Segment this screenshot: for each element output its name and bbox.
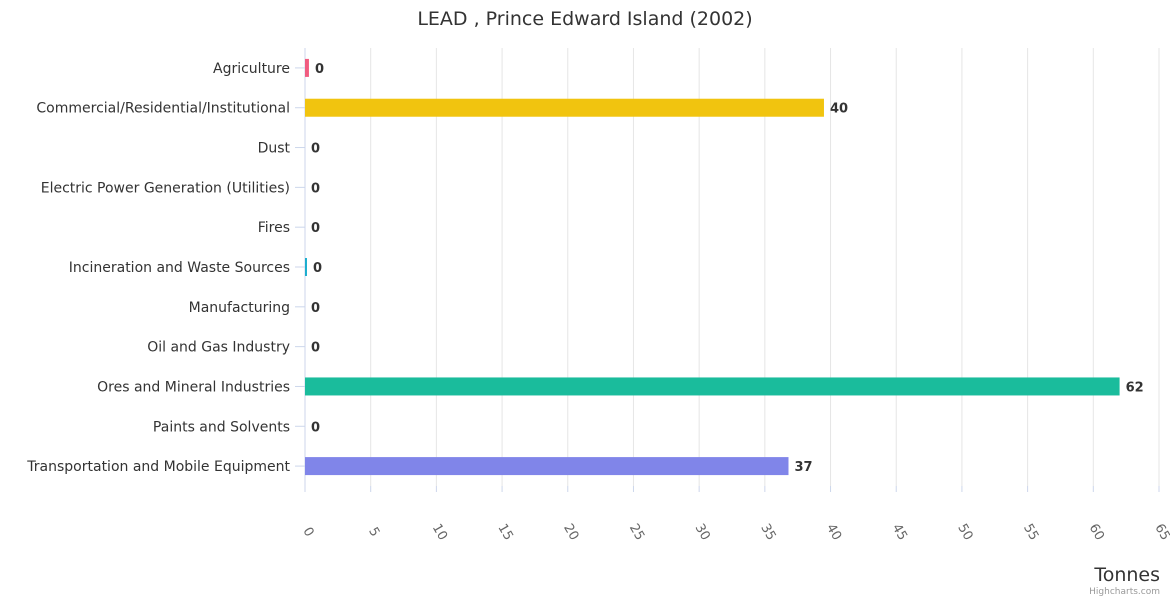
- x-tick-label: 20: [560, 521, 581, 543]
- x-tick-label: 10: [429, 521, 450, 543]
- category-label: Fires: [258, 220, 290, 236]
- data-label: 0: [311, 142, 320, 157]
- data-label: 0: [311, 181, 320, 196]
- category-label: Manufacturing: [189, 300, 290, 316]
- bars: [305, 58, 1120, 476]
- category-label: Ores and Mineral Industries: [97, 379, 290, 395]
- category-label: Commercial/Residential/Institutional: [36, 101, 290, 117]
- x-axis-ticks: 0 5 10 15 20 25 30 35 40 45 50 55 60 65: [299, 486, 1170, 543]
- x-tick-label: 50: [954, 521, 975, 543]
- category-labels: Agriculture Commercial/Residential/Instit…: [26, 61, 305, 475]
- data-label: 0: [311, 341, 320, 356]
- chart-title: LEAD , Prince Edward Island (2002): [417, 8, 752, 30]
- data-label: 0: [311, 221, 320, 236]
- category-label: Electric Power Generation (Utilities): [41, 180, 290, 196]
- x-tick-label: 60: [1086, 521, 1107, 543]
- bar[interactable]: [305, 457, 789, 476]
- gridlines: [304, 48, 1160, 486]
- data-label: 40: [830, 102, 848, 117]
- x-tick-label: 45: [889, 521, 910, 543]
- x-tick-label: 15: [494, 521, 515, 543]
- category-label: Transportation and Mobile Equipment: [26, 459, 290, 475]
- data-label: 37: [794, 460, 812, 475]
- category-label: Oil and Gas Industry: [147, 340, 290, 356]
- axis-title: Tonnes: [1093, 564, 1160, 586]
- x-tick-label: 5: [365, 525, 382, 540]
- data-label: 62: [1126, 380, 1144, 395]
- category-label: Dust: [258, 141, 291, 157]
- data-labels: 0 40 0 0 0 0 0 0 62 0 37: [311, 62, 1144, 475]
- category-label: Agriculture: [213, 61, 290, 77]
- x-tick-label: 40: [823, 521, 844, 543]
- x-tick-label: 55: [1020, 521, 1041, 543]
- data-label: 0: [315, 62, 324, 77]
- data-label: 0: [311, 420, 320, 435]
- x-tick-label: 30: [692, 521, 713, 543]
- x-tick-label: 0: [299, 525, 316, 540]
- credits-link[interactable]: Highcharts.com: [1089, 587, 1160, 597]
- bar[interactable]: [305, 98, 824, 117]
- bar[interactable]: [305, 58, 309, 77]
- category-label: Paints and Solvents: [153, 419, 290, 435]
- category-label: Incineration and Waste Sources: [69, 260, 290, 276]
- bar[interactable]: [305, 377, 1120, 396]
- data-label: 0: [311, 301, 320, 316]
- data-label: 0: [313, 261, 322, 276]
- bar[interactable]: [305, 258, 307, 276]
- x-tick-label: 65: [1151, 521, 1170, 543]
- x-tick-label: 25: [626, 521, 647, 543]
- x-tick-label: 35: [757, 521, 778, 543]
